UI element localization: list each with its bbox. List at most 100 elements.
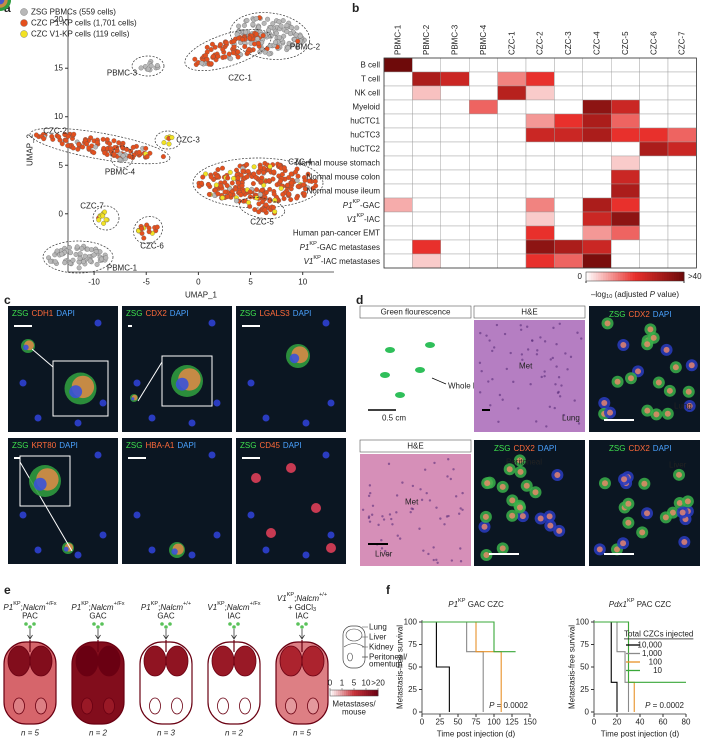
he-nucleus bbox=[488, 339, 491, 342]
cell-point bbox=[253, 16, 259, 22]
heat-cell bbox=[554, 225, 584, 241]
heat-cell bbox=[383, 71, 413, 87]
nucleus bbox=[213, 531, 221, 539]
heat-cell bbox=[582, 127, 612, 143]
he-nucleus bbox=[428, 499, 432, 502]
cell-point bbox=[219, 195, 225, 201]
panel-label: e bbox=[4, 583, 11, 597]
cell-core bbox=[537, 515, 544, 522]
cell-core bbox=[517, 468, 524, 475]
text-segment: ZSG bbox=[12, 309, 28, 318]
y-tick-label: 25 bbox=[408, 685, 417, 694]
heat-cell bbox=[667, 155, 697, 171]
cell-point bbox=[74, 244, 80, 250]
cell-point bbox=[235, 54, 241, 60]
heat-cell bbox=[497, 85, 527, 101]
heat-cell bbox=[639, 183, 669, 199]
nucleus bbox=[322, 319, 330, 327]
y-axis-label: Metastasis-free survival bbox=[396, 625, 405, 709]
organ-kidney bbox=[13, 697, 25, 715]
x-tick-label: -10 bbox=[88, 278, 100, 287]
y-tick-label: 75 bbox=[580, 640, 589, 649]
organ-kidney bbox=[307, 697, 319, 715]
text-segment: KP bbox=[287, 592, 295, 598]
heat-cell bbox=[667, 141, 697, 157]
panel-label: c bbox=[4, 293, 11, 307]
text-segment: DAPI bbox=[56, 309, 75, 318]
cell-point bbox=[263, 202, 269, 208]
colorbar-step bbox=[661, 272, 665, 281]
injected-cells bbox=[96, 625, 100, 629]
cluster-outline bbox=[29, 127, 171, 165]
heat-cell bbox=[611, 183, 640, 199]
nucleus bbox=[74, 419, 82, 427]
colorbar-step bbox=[336, 690, 339, 696]
legend-liver bbox=[343, 643, 365, 648]
cell-point bbox=[77, 255, 83, 261]
cell-point bbox=[101, 220, 107, 226]
cell-point bbox=[270, 205, 276, 210]
tile-header bbox=[473, 305, 586, 319]
colorbar-tick-label: 0 bbox=[328, 679, 333, 688]
zsg-met bbox=[415, 367, 425, 373]
text-segment: KP bbox=[458, 598, 466, 604]
heat-cell bbox=[639, 71, 669, 87]
cell-point bbox=[228, 56, 234, 62]
he-nucleus bbox=[497, 420, 500, 423]
y-tick-label: 75 bbox=[408, 640, 417, 649]
heat-cell bbox=[383, 169, 413, 185]
cell-point bbox=[139, 230, 145, 236]
cell-point bbox=[231, 176, 237, 181]
heat-cell bbox=[639, 225, 669, 241]
heat-cell bbox=[412, 85, 441, 101]
nucleus bbox=[322, 451, 330, 459]
cluster-label: PBMC-2 bbox=[290, 43, 321, 52]
cell-core bbox=[499, 483, 506, 490]
cell-core bbox=[625, 519, 632, 526]
nucleus bbox=[19, 511, 27, 519]
heat-cell bbox=[383, 239, 413, 255]
heat-cell bbox=[611, 169, 640, 185]
pointer bbox=[431, 377, 447, 385]
cell-point bbox=[66, 245, 72, 251]
colorbar-step bbox=[639, 272, 643, 281]
text-segment: ZSG bbox=[240, 441, 256, 450]
heat-cell bbox=[497, 113, 527, 129]
x-axis-label: UMAP_1 bbox=[185, 291, 218, 300]
cell-point bbox=[235, 49, 241, 55]
cell-point bbox=[267, 164, 273, 169]
y-tick-label: 50 bbox=[408, 663, 417, 672]
cell bbox=[286, 463, 296, 473]
he-nucleus bbox=[540, 375, 543, 379]
he-nucleus bbox=[503, 332, 507, 336]
column-label: CZC-7 bbox=[678, 31, 687, 55]
column-label: CZC-2 bbox=[536, 31, 545, 55]
heat-cell bbox=[639, 211, 669, 227]
cell-point bbox=[203, 53, 209, 58]
colorbar-step bbox=[659, 272, 663, 281]
cell-point bbox=[297, 33, 303, 39]
he-nucleus bbox=[395, 494, 399, 497]
cell-core bbox=[669, 509, 676, 516]
text-segment: P1 bbox=[3, 603, 13, 612]
cell-point bbox=[80, 259, 86, 265]
cell-core bbox=[662, 514, 669, 521]
cell-core bbox=[482, 513, 489, 520]
heat-cell bbox=[469, 197, 498, 213]
nucleus bbox=[327, 399, 335, 407]
cell-point bbox=[239, 183, 245, 189]
cluster-outline bbox=[133, 216, 163, 244]
panel-label: f bbox=[386, 583, 391, 597]
text-segment: ZSG bbox=[609, 310, 625, 319]
heat-cell bbox=[582, 211, 612, 227]
cell-point bbox=[278, 178, 283, 184]
heat-cell bbox=[554, 127, 584, 143]
he-nucleus bbox=[536, 349, 539, 352]
cell-point bbox=[138, 65, 144, 71]
cell-point bbox=[250, 181, 256, 187]
cell-point bbox=[229, 180, 235, 186]
heat-cell bbox=[412, 211, 441, 227]
cell-point bbox=[278, 23, 284, 29]
survival-curve bbox=[422, 621, 450, 712]
cell-point bbox=[234, 31, 240, 37]
